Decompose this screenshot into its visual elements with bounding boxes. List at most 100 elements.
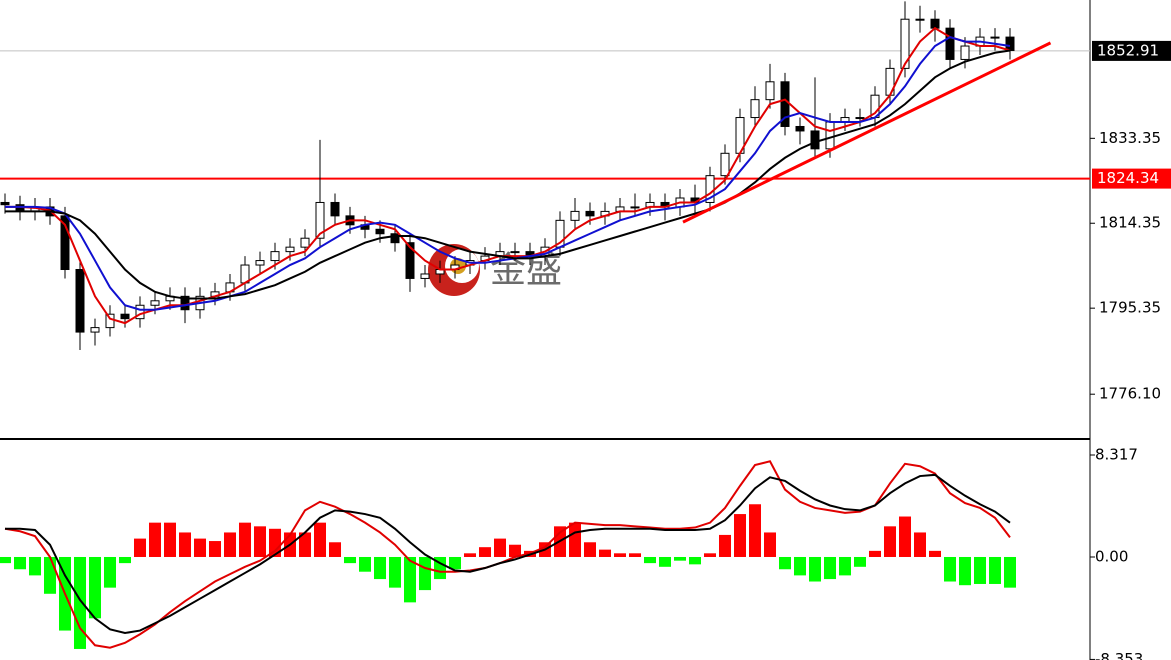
histogram-bar	[794, 556, 806, 576]
histogram-bar	[854, 556, 866, 567]
price-label: 1852.91	[1097, 41, 1159, 59]
histogram-bar	[254, 526, 266, 557]
histogram-bar	[929, 550, 941, 557]
candle-body	[720, 152, 730, 177]
candle-body	[405, 242, 415, 279]
histogram-bar	[404, 556, 416, 603]
candle-body	[630, 206, 640, 209]
histogram-bar	[164, 522, 176, 557]
histogram-bar	[134, 538, 146, 557]
candle-body	[375, 228, 385, 235]
histogram-bar	[14, 556, 26, 570]
candle-body	[90, 327, 100, 333]
histogram-bar	[149, 522, 161, 557]
histogram-bar	[644, 556, 656, 564]
histogram-bar	[494, 538, 506, 557]
trendline	[682, 41, 1052, 224]
candle-body	[570, 210, 580, 221]
price-label-bg	[1092, 40, 1171, 61]
histogram-bar	[464, 553, 476, 557]
candle-body	[330, 201, 340, 217]
histogram-bar	[209, 541, 221, 557]
histogram-bar	[569, 522, 581, 557]
candle-body	[795, 125, 805, 132]
moving-average	[5, 49, 1011, 300]
candle-body	[930, 18, 940, 29]
histogram-bar	[599, 549, 611, 557]
candle-body	[960, 45, 970, 60]
candle-body	[750, 99, 760, 119]
histogram-bar	[509, 544, 521, 557]
histogram-bar	[0, 556, 11, 564]
histogram-bar	[239, 522, 251, 557]
histogram-bar	[719, 534, 731, 557]
candle-body	[150, 300, 160, 306]
histogram-bar	[584, 542, 596, 557]
y-tick-label: -8.353	[1095, 650, 1143, 660]
histogram-bar	[1004, 556, 1016, 588]
level-label: 1824.34	[1097, 169, 1159, 187]
histogram-bar	[344, 556, 356, 564]
histogram-bar	[944, 556, 956, 582]
candle-body	[255, 260, 265, 266]
histogram-bar	[869, 550, 881, 557]
histogram-bar	[119, 556, 131, 564]
histogram-bar	[974, 556, 986, 584]
candle-body	[510, 251, 520, 254]
histogram-bar	[419, 556, 431, 591]
histogram-bar	[764, 532, 776, 557]
candle-body	[915, 18, 925, 21]
candle-body	[1005, 36, 1015, 52]
histogram-bar	[914, 532, 926, 557]
y-tick-label: 1833.35	[1099, 129, 1161, 147]
histogram-bar	[104, 556, 116, 588]
histogram-bar	[989, 556, 1001, 584]
macd-line	[4, 460, 1011, 649]
histogram-bar	[224, 532, 236, 557]
y-tick-label: 0.00	[1095, 547, 1128, 565]
histogram-bar	[269, 528, 281, 557]
histogram-bar	[659, 556, 671, 567]
histogram-bar	[734, 514, 746, 557]
histogram-bar	[44, 556, 56, 594]
candle-body	[75, 269, 85, 333]
histogram-bar	[674, 556, 686, 561]
y-tick-label: 1776.10	[1099, 385, 1161, 403]
histogram-bar	[359, 556, 371, 572]
histogram-bar	[389, 556, 401, 588]
histogram-bar	[89, 556, 101, 619]
histogram-bar	[824, 556, 836, 580]
histogram-bar	[689, 556, 701, 565]
histogram-bar	[449, 556, 461, 570]
y-tick-label: 8.317	[1095, 445, 1138, 463]
candle-body	[585, 210, 595, 217]
histogram-bar	[704, 553, 716, 557]
histogram-bar	[179, 532, 191, 557]
histogram-bar	[374, 556, 386, 580]
histogram-bar	[299, 532, 311, 557]
histogram-bar	[194, 538, 206, 557]
y-tick-label: 1814.35	[1099, 214, 1161, 232]
candle-body	[315, 201, 325, 239]
candle-body	[300, 237, 310, 248]
level-label-bg	[1092, 168, 1171, 189]
candle-body	[810, 130, 820, 150]
histogram-bar	[329, 542, 341, 557]
histogram-bar	[314, 522, 326, 557]
histogram-bar	[29, 556, 41, 576]
histogram-bar	[74, 556, 86, 649]
histogram-bar	[809, 556, 821, 582]
histogram-bar	[839, 556, 851, 576]
candle-body	[900, 18, 910, 69]
y-tick-label: 1795.35	[1099, 299, 1161, 317]
histogram-bar	[479, 547, 491, 557]
candle-body	[120, 313, 130, 320]
candle-body	[270, 251, 280, 262]
candle-body	[855, 117, 865, 120]
candle-body	[765, 81, 775, 101]
histogram-bar	[899, 516, 911, 557]
macd-line	[5, 473, 1011, 635]
candle-body	[990, 36, 1000, 39]
histogram-bar	[749, 504, 761, 557]
